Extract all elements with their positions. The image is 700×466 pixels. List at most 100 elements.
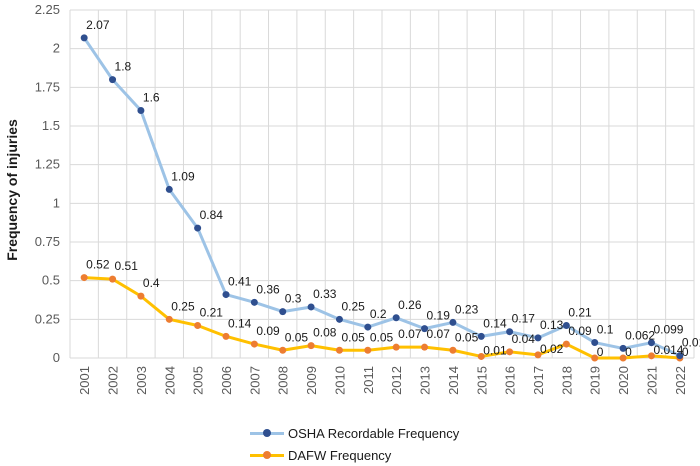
legend-item-osha: OSHA Recordable Frequency	[250, 422, 459, 444]
series-0-point	[222, 291, 230, 299]
data-label-series-0: 2.07	[86, 18, 110, 32]
x-tick-label: 2005	[191, 366, 206, 395]
series-1-point	[477, 352, 485, 360]
series-0-point	[80, 34, 88, 42]
data-label-series-1: 0.04	[512, 332, 536, 346]
series-1-point	[80, 274, 88, 282]
y-tick-label: 0.5	[42, 273, 60, 288]
series-0-point	[477, 332, 485, 340]
x-tick-label: 2016	[503, 366, 518, 395]
series-1-point	[562, 340, 570, 348]
series-0-point	[506, 328, 514, 336]
data-label-series-0: 0.015	[682, 336, 700, 350]
data-label-series-1: 0.21	[200, 306, 224, 320]
series-1-point	[421, 343, 429, 351]
series-0-point	[676, 352, 684, 360]
x-tick-label: 2014	[446, 366, 461, 395]
series-0-point	[421, 325, 429, 333]
x-tick-label: 2015	[474, 366, 489, 395]
series-1-point	[109, 275, 117, 283]
y-tick-label: 1.5	[42, 118, 60, 133]
x-tick-label: 2020	[616, 366, 631, 395]
series-0-point	[591, 339, 599, 347]
data-label-series-1: 0.14	[228, 316, 252, 330]
data-label-series-1: 0.4	[143, 276, 160, 290]
series-line-1	[84, 276, 680, 360]
series-1-point	[619, 354, 627, 362]
series-1-point	[307, 342, 315, 350]
series-0-point	[137, 107, 145, 115]
series-0-point	[165, 185, 173, 193]
chart-data-labels: 2.07 1.8 1.6 1.09 0.84 0.41 0.36 0.3 0.33 0.25 0.2…	[86, 18, 700, 359]
x-tick-label: 2009	[304, 366, 319, 395]
data-label-series-0: 1.8	[115, 60, 132, 74]
data-label-series-1: 0.08	[313, 326, 337, 340]
data-label-series-0: 0.1	[597, 323, 614, 337]
series-1-point	[137, 292, 145, 300]
x-tick-label: 2021	[644, 366, 659, 395]
data-label-series-0: 0.26	[398, 298, 422, 312]
data-label-series-0: 0.19	[427, 309, 451, 323]
data-label-series-0: 0.36	[256, 282, 280, 296]
series-1-point	[449, 346, 457, 354]
legend-swatch-dafw	[250, 449, 284, 461]
series-0-point	[647, 339, 655, 347]
data-label-series-0: 0.13	[540, 318, 564, 332]
series-0-point	[250, 298, 258, 306]
data-label-series-1: 0.52	[86, 258, 110, 272]
x-tick-label: 2017	[531, 366, 546, 395]
data-label-series-1: 0	[597, 345, 604, 359]
y-tick-label: 0.75	[35, 234, 60, 249]
series-1-point	[392, 343, 400, 351]
x-tick-label: 2003	[134, 366, 149, 395]
data-label-series-1: 0.07	[427, 327, 451, 341]
series-0-point	[364, 323, 372, 331]
x-tick-label: 2004	[162, 366, 177, 395]
x-tick-label: 2012	[389, 366, 404, 395]
legend-swatch-osha	[250, 427, 284, 439]
data-label-series-1: 0	[625, 345, 632, 359]
data-label-series-0: 0.25	[341, 299, 365, 313]
y-tick-label: 1.75	[35, 79, 60, 94]
y-tick-label: 0	[53, 350, 60, 365]
data-label-series-0: 0.33	[313, 287, 337, 301]
data-label-series-1: 0.05	[285, 330, 309, 344]
data-label-series-0: 1.09	[171, 169, 195, 183]
x-tick-label: 2011	[361, 366, 376, 394]
x-tick-label: 2006	[219, 366, 234, 395]
x-tick-label: 2010	[332, 366, 347, 395]
series-line-0	[82, 36, 681, 358]
legend-label-dafw: DAFW Frequency	[288, 447, 392, 463]
x-tick-label: 2018	[559, 366, 574, 395]
series-1-point	[591, 354, 599, 362]
series-1-point	[250, 340, 258, 348]
legend-label-osha: OSHA Recordable Frequency	[288, 425, 460, 441]
y-tick-label: 1	[53, 195, 60, 210]
x-tick-label: 2008	[276, 366, 291, 395]
series-0-point	[562, 322, 570, 330]
data-label-series-1: 0.05	[455, 330, 479, 344]
series-1-point	[335, 346, 343, 354]
series-1-point	[194, 322, 202, 330]
series-0-point	[335, 315, 343, 323]
series-1-point	[165, 315, 173, 323]
data-label-series-1: 0.05	[370, 330, 394, 344]
series-1-point	[506, 348, 514, 356]
x-tick-label: 2002	[106, 366, 121, 395]
data-label-series-1: 0.05	[341, 330, 365, 344]
data-label-series-0: 0.84	[200, 208, 224, 222]
y-tick-label: 0.25	[35, 311, 60, 326]
data-label-series-1: 0.02	[540, 342, 564, 356]
data-label-series-1: 0.014	[653, 343, 683, 357]
chart-series	[80, 34, 684, 362]
data-label-series-0: 0.062	[625, 328, 655, 342]
series-0-point	[109, 76, 117, 84]
series-0-point	[392, 314, 400, 322]
y-tick-label: 1.25	[35, 157, 60, 172]
series-1-point	[279, 346, 287, 354]
legend-item-dafw: DAFW Frequency	[250, 444, 459, 466]
data-label-series-1: 0.09	[568, 324, 592, 338]
data-label-series-1: 0.25	[171, 299, 195, 313]
x-tick-label: 2007	[247, 366, 262, 395]
